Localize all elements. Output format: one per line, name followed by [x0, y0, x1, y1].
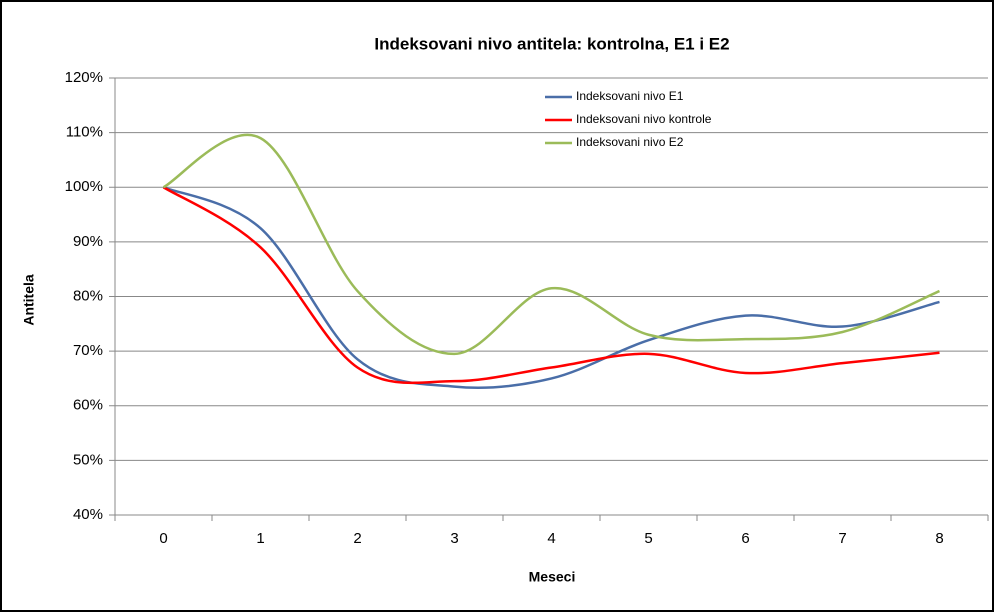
x-axis-title: Meseci [529, 569, 576, 585]
y-tick-label: 40% [73, 506, 103, 523]
series-line [162, 186, 940, 385]
x-tick-label: 7 [838, 530, 846, 547]
y-axis-title: Antitela [21, 274, 37, 326]
y-tick-label: 80% [73, 287, 103, 304]
y-tick-label: 60% [73, 397, 103, 414]
y-tick-label: 110% [66, 124, 103, 141]
x-tick-label: 8 [935, 530, 943, 547]
y-tick-label: 100% [65, 178, 103, 195]
x-tick-label: 5 [644, 530, 652, 547]
legend-label: Indeksovani nivo kontrole [576, 112, 712, 126]
x-tick-label: 6 [741, 530, 749, 547]
x-tick-label: 4 [547, 530, 555, 547]
x-tick-label: 3 [450, 530, 458, 547]
y-tick-label: 70% [73, 342, 103, 359]
x-tick-label: 2 [353, 530, 361, 547]
legend-label: Indeksovani nivo E2 [576, 135, 684, 149]
y-tick-label: 120% [65, 69, 103, 86]
x-tick-label: 1 [256, 530, 264, 547]
series-line [163, 186, 940, 389]
series-line [162, 133, 940, 356]
chart-title: Indeksovani nivo antitela: kontrolna, E1… [374, 34, 729, 53]
y-tick-label: 50% [73, 451, 103, 468]
y-tick-label: 90% [73, 233, 103, 250]
x-tick-label: 0 [159, 530, 167, 547]
legend-label: Indeksovani nivo E1 [576, 89, 684, 103]
